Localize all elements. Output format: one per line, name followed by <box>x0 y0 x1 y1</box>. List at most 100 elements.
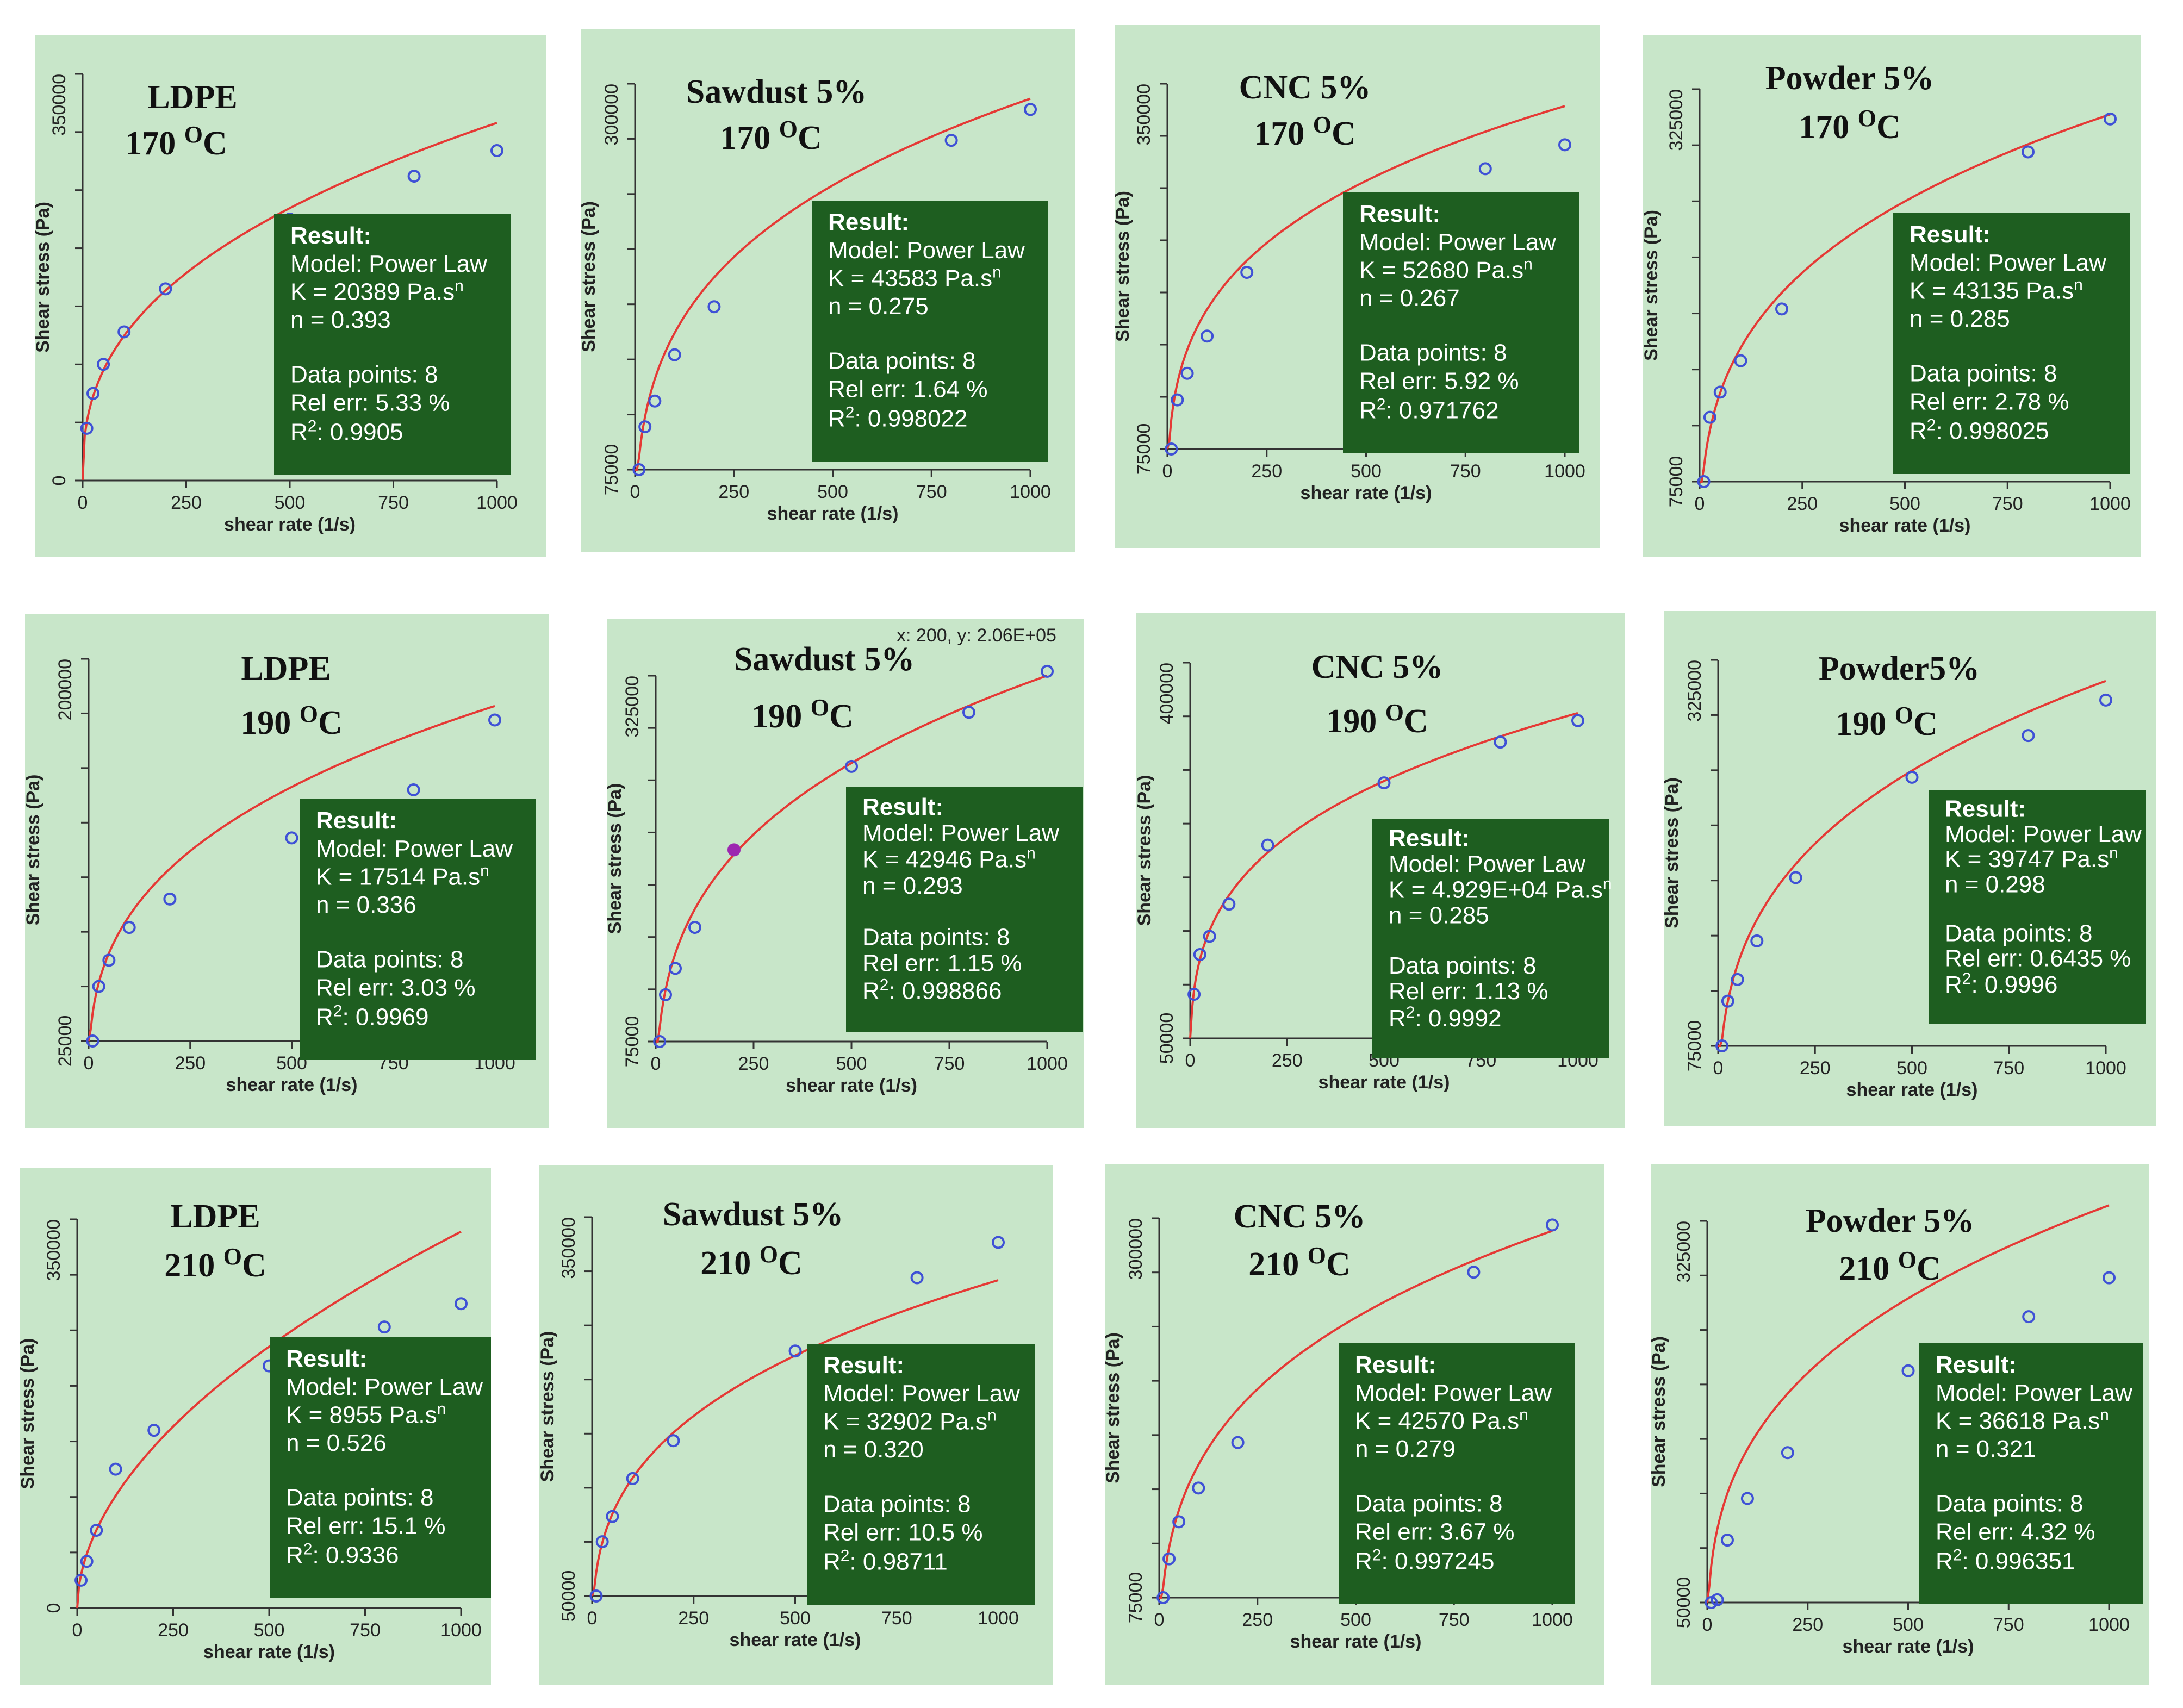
data-point[interactable] <box>407 783 420 797</box>
data-point[interactable] <box>992 1236 1005 1249</box>
data-point[interactable] <box>1720 1534 1734 1547</box>
data-point[interactable] <box>102 953 116 967</box>
data-point[interactable] <box>1558 138 1571 152</box>
data-point[interactable] <box>1901 1364 1915 1377</box>
data-point[interactable] <box>90 1524 103 1537</box>
data-point[interactable] <box>1721 994 1734 1008</box>
data-point[interactable] <box>1203 930 1216 943</box>
y-tick-label-max: 300000 <box>601 84 622 145</box>
data-point[interactable] <box>1377 776 1391 790</box>
data-point[interactable] <box>1261 838 1274 852</box>
data-point[interactable] <box>80 1555 94 1568</box>
data-point[interactable] <box>117 325 131 339</box>
data-point[interactable] <box>962 706 975 719</box>
data-point[interactable] <box>648 394 662 408</box>
data-point[interactable] <box>1703 410 1716 424</box>
data-point[interactable] <box>1740 1492 1754 1505</box>
data-point[interactable] <box>163 892 177 906</box>
data-point[interactable] <box>589 1589 603 1603</box>
data-point[interactable] <box>80 421 94 435</box>
data-point[interactable] <box>86 387 100 400</box>
data-point[interactable] <box>92 980 105 993</box>
chart-temperature: 190 OC <box>1836 702 1938 743</box>
data-point[interactable] <box>2022 1310 2036 1324</box>
data-point[interactable] <box>1165 442 1178 456</box>
data-point[interactable] <box>638 420 652 434</box>
data-point[interactable] <box>490 144 503 158</box>
result-k-text: K = 43583 Pa.s <box>828 265 992 291</box>
data-point[interactable] <box>97 358 110 371</box>
data-point[interactable] <box>1024 103 1037 116</box>
x-tick-label: 1000 <box>2089 494 2131 514</box>
data-point[interactable] <box>1193 948 1206 962</box>
data-point[interactable] <box>1156 1591 1170 1604</box>
data-point[interactable] <box>668 348 681 361</box>
data-point[interactable] <box>669 962 682 975</box>
data-point[interactable] <box>285 831 298 845</box>
data-point[interactable] <box>1905 770 1919 784</box>
data-point[interactable] <box>2022 729 2035 743</box>
result-r2-prefix: R <box>1355 1548 1372 1574</box>
data-point[interactable] <box>626 1472 639 1485</box>
data-point[interactable] <box>667 1434 680 1448</box>
data-point[interactable] <box>147 1424 161 1437</box>
data-point[interactable] <box>1705 1596 1718 1609</box>
data-point[interactable] <box>1750 934 1764 947</box>
data-point[interactable] <box>653 1035 667 1048</box>
data-point[interactable] <box>1478 162 1492 176</box>
data-point[interactable] <box>1231 1436 1245 1449</box>
data-point[interactable] <box>1467 1266 1481 1279</box>
data-point[interactable] <box>595 1535 609 1549</box>
data-point[interactable] <box>1180 366 1194 380</box>
data-point[interactable] <box>407 170 421 183</box>
data-point[interactable] <box>1192 1481 1205 1495</box>
data-point[interactable] <box>1201 329 1214 343</box>
data-point[interactable] <box>2103 1271 2116 1285</box>
data-point[interactable] <box>788 1344 802 1358</box>
data-point[interactable] <box>1546 1218 1559 1232</box>
data-point[interactable] <box>632 463 646 476</box>
data-point[interactable] <box>1713 385 1727 399</box>
data-point[interactable] <box>1172 1515 1186 1529</box>
data-point[interactable] <box>944 134 958 147</box>
data-point[interactable] <box>659 988 672 1001</box>
data-point[interactable] <box>377 1320 391 1334</box>
data-point[interactable] <box>1240 265 1254 279</box>
data-point[interactable] <box>159 282 172 296</box>
data-point[interactable] <box>1222 897 1236 911</box>
result-model: Model: Power Law <box>828 237 1025 264</box>
temperature-unit-degree: O <box>184 121 203 148</box>
data-point[interactable] <box>1711 1593 1724 1606</box>
data-point[interactable] <box>2022 145 2035 159</box>
data-point[interactable] <box>1494 735 1507 749</box>
data-point[interactable] <box>727 843 741 857</box>
data-point[interactable] <box>1171 393 1184 407</box>
data-point[interactable] <box>2099 693 2112 707</box>
data-point[interactable] <box>1697 475 1711 488</box>
data-point[interactable] <box>455 1297 468 1311</box>
data-point[interactable] <box>2104 112 2117 126</box>
data-point[interactable] <box>1734 354 1747 367</box>
data-point[interactable] <box>688 921 701 934</box>
data-point[interactable] <box>1789 871 1802 884</box>
data-point[interactable] <box>109 1462 122 1476</box>
data-point[interactable] <box>606 1510 619 1523</box>
data-point[interactable] <box>488 713 501 727</box>
y-tick-label-min: 50000 <box>1674 1577 1694 1629</box>
data-point[interactable] <box>1731 973 1744 986</box>
data-point[interactable] <box>1715 1039 1729 1052</box>
data-point[interactable] <box>74 1573 88 1587</box>
data-point[interactable] <box>1187 988 1201 1001</box>
data-point[interactable] <box>845 759 858 773</box>
data-point[interactable] <box>910 1271 924 1285</box>
data-point[interactable] <box>1041 664 1054 678</box>
result-rel-err: Rel err: 10.5 % <box>823 1519 982 1545</box>
data-point[interactable] <box>1781 1446 1794 1460</box>
data-point[interactable] <box>122 921 136 934</box>
data-point[interactable] <box>1775 302 1788 316</box>
data-point[interactable] <box>86 1034 99 1048</box>
data-point[interactable] <box>1162 1552 1176 1566</box>
data-point[interactable] <box>707 300 721 314</box>
data-point[interactable] <box>1571 714 1584 727</box>
x-tick-label: 0 <box>1713 1058 1724 1079</box>
